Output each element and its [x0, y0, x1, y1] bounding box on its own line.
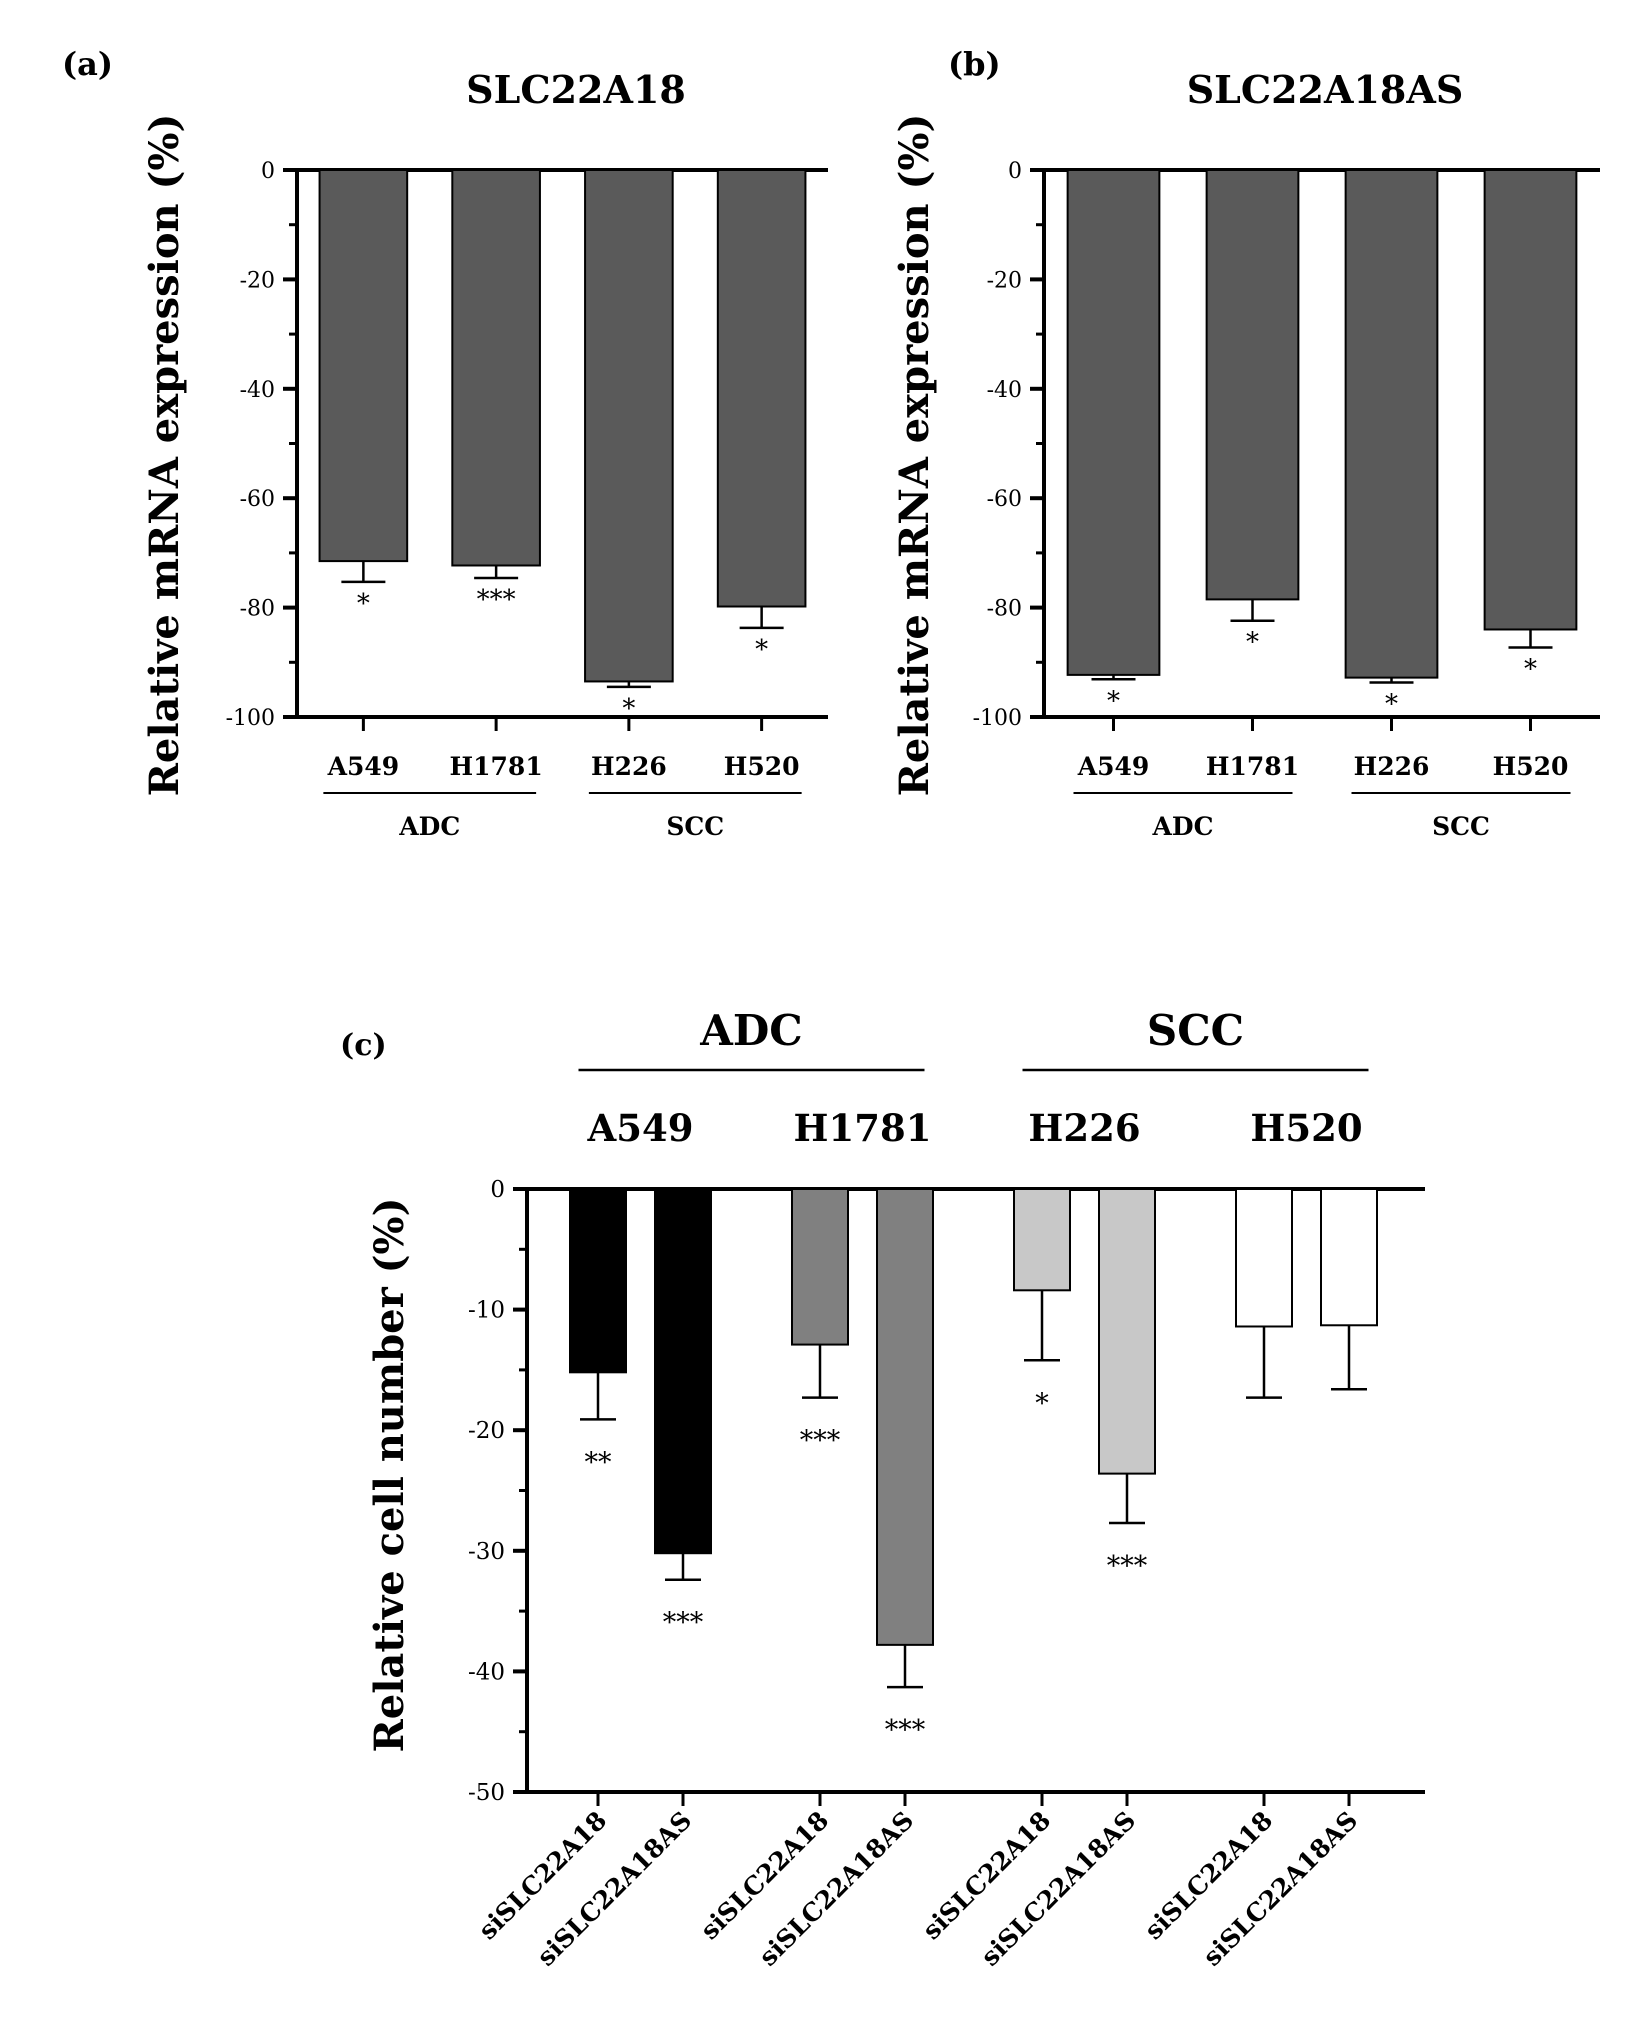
significance-marker: *	[1246, 628, 1259, 658]
x-tick-label: siSLC22A18AS	[1197, 1806, 1363, 1972]
y-tick-label: -20	[240, 268, 275, 293]
y-tick-label: -50	[468, 1780, 505, 1806]
y-tick-label: -20	[987, 268, 1022, 293]
significance-marker: *	[1035, 1388, 1049, 1419]
bar-sislc22a18as	[1320, 1188, 1378, 1327]
bar-sislc22a18	[791, 1188, 849, 1346]
bar-h1781	[451, 169, 541, 567]
x-tick-label: H226	[591, 752, 667, 781]
x-tick-label: siSLC22A18AS	[753, 1806, 919, 1972]
bar-h226	[1344, 169, 1439, 679]
bar-h520	[716, 169, 807, 608]
cell-line-label: H520	[1250, 1106, 1362, 1150]
x-tick-label: H1781	[450, 752, 543, 781]
bar-h226	[584, 169, 674, 683]
bar-sislc22a18as	[1098, 1188, 1156, 1475]
y-tick-label: 0	[1008, 159, 1022, 184]
y-tick-label: -10	[468, 1298, 505, 1324]
panel-b-label: (b)	[948, 45, 1001, 83]
panel-c: (c) Relative cell number (%) 0 -10 -20 -30 -…	[340, 1006, 1425, 1972]
group-label: ADC	[398, 812, 460, 841]
panel-c-y-axis-label: Relative cell number (%)	[366, 1198, 413, 1753]
significance-marker: ***	[1107, 1551, 1148, 1582]
y-tick-label: -100	[226, 706, 275, 731]
significance-marker: *	[755, 635, 768, 665]
significance-marker: **	[585, 1447, 613, 1478]
cell-line-label: H1781	[794, 1106, 932, 1150]
group-label: ADC	[699, 1006, 802, 1055]
y-tick-label: -80	[240, 597, 275, 622]
panel-b-y-axis-label: Relative mRNA expression (%)	[891, 114, 938, 797]
significance-marker: ***	[800, 1426, 841, 1457]
bar-sislc22a18	[1235, 1188, 1293, 1328]
bar-sislc22a18as	[876, 1188, 934, 1646]
bar-sislc22a18	[1013, 1188, 1071, 1292]
panel-c-plot: 0-10-20-30-40-50**siSLC22A18***siSLC22A1…	[468, 1006, 1425, 1972]
y-tick-label: -40	[240, 378, 275, 403]
y-tick-label: -60	[987, 487, 1022, 512]
y-tick-label: -40	[468, 1659, 505, 1685]
y-tick-label: 0	[490, 1177, 505, 1203]
x-tick-label: siSLC22A18AS	[531, 1806, 697, 1972]
y-tick-label: -30	[468, 1539, 505, 1565]
significance-marker: *	[622, 694, 635, 724]
y-tick-label: -20	[468, 1418, 505, 1444]
x-tick-label: A549	[327, 752, 400, 781]
group-label: SCC	[666, 812, 724, 841]
x-tick-label: H1781	[1206, 752, 1299, 781]
panel-a-y-axis-label: Relative mRNA expression (%)	[141, 114, 188, 797]
x-tick-label: H520	[724, 752, 800, 781]
y-tick-label: -40	[987, 378, 1022, 403]
y-tick-label: -60	[240, 487, 275, 512]
bar-h520	[1483, 169, 1578, 631]
panel-b: (b) SLC22A18AS Relative mRNA expression …	[891, 45, 1600, 841]
significance-marker: ***	[477, 585, 516, 615]
panel-b-title: SLC22A18AS	[1187, 67, 1464, 112]
significance-marker: *	[357, 589, 370, 619]
bar-a549	[1066, 169, 1161, 676]
panel-a-plot: 0 -20 -40 -60 -80 -100 * A549 *** H1781 * H226 * H520…	[226, 159, 828, 841]
panel-a-label: (a)	[62, 45, 113, 83]
y-tick-label: -80	[987, 597, 1022, 622]
y-tick-label: 0	[261, 159, 275, 184]
y-tick-label: -100	[973, 706, 1022, 731]
panel-a-title: SLC22A18	[466, 67, 686, 112]
panel-a: (a) SLC22A18 Relative mRNA expression (%…	[62, 45, 828, 841]
panel-c-label: (c)	[340, 1028, 387, 1063]
bar-sislc22a18	[569, 1188, 627, 1374]
cell-line-label: H226	[1028, 1106, 1140, 1150]
x-tick-label: H226	[1354, 752, 1430, 781]
significance-marker: *	[1107, 686, 1120, 716]
significance-marker: *	[1385, 690, 1398, 720]
x-tick-label: siSLC22A18AS	[975, 1806, 1141, 1972]
x-tick-label: H520	[1493, 752, 1569, 781]
panel-b-plot: 0 -20 -40 -60 -80 -100 * A549 * H1781 * H226 * H520 AD…	[973, 159, 1600, 841]
group-label: SCC	[1147, 1006, 1244, 1055]
x-tick-label: A549	[1077, 752, 1150, 781]
group-label: SCC	[1432, 812, 1490, 841]
bar-h1781	[1205, 169, 1300, 601]
cell-line-label: A549	[587, 1106, 694, 1150]
significance-marker: ***	[885, 1715, 926, 1746]
bar-sislc22a18as	[654, 1188, 712, 1555]
group-label: ADC	[1152, 812, 1214, 841]
significance-marker: *	[1524, 655, 1537, 685]
significance-marker: ***	[663, 1608, 704, 1639]
bar-a549	[318, 169, 409, 563]
